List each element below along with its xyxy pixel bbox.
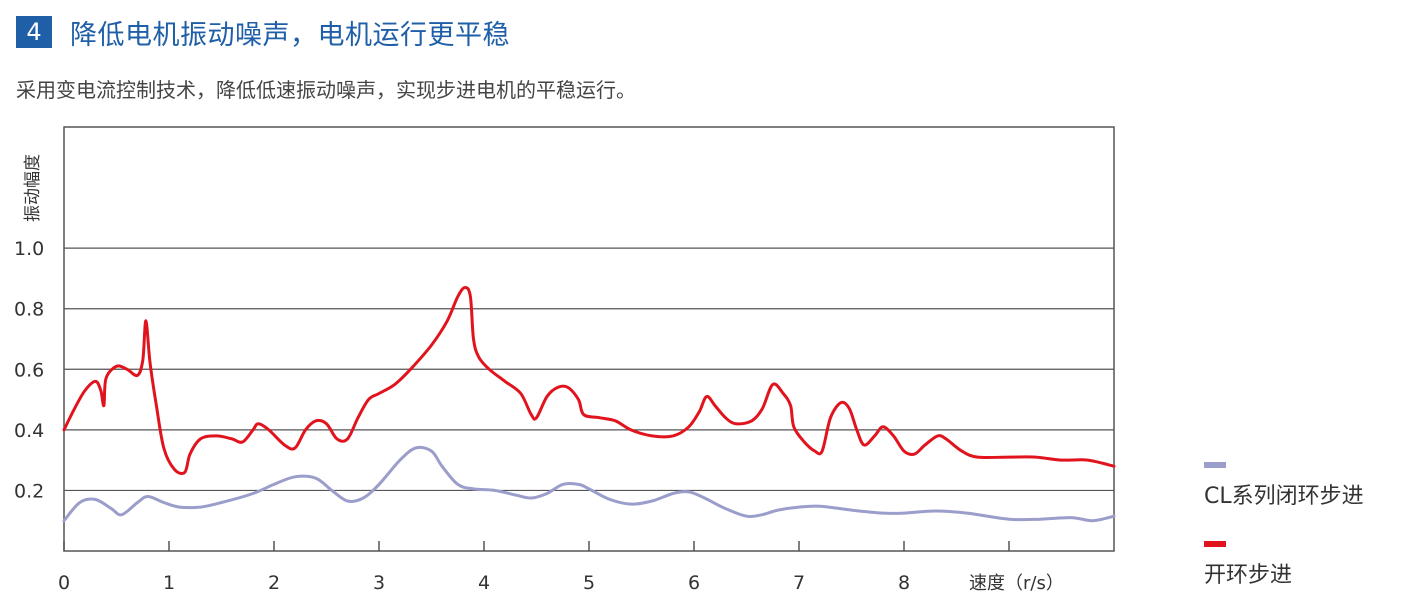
legend-item-closed-loop: CL系列闭环步进: [1204, 462, 1402, 510]
x-tick-label: 3: [373, 572, 385, 594]
x-tick-label: 6: [688, 572, 700, 594]
section-title: 降低电机振动噪声，电机运行更平稳: [70, 19, 510, 51]
legend-label-closed-loop: CL系列闭环步进: [1204, 484, 1364, 509]
legend-label-open-loop: 开环步进: [1204, 563, 1293, 588]
x-tick-label: 5: [583, 572, 595, 594]
y-tick-label: 0.6: [14, 359, 44, 381]
x-axis-title: 速度（r/s）: [969, 573, 1064, 594]
x-tick-label: 4: [478, 572, 490, 594]
y-tick-label: 0.2: [14, 480, 44, 502]
y-tick-label: 0.4: [14, 420, 44, 442]
legend-swatch-open-loop: [1204, 541, 1226, 547]
series-line-closed-loop: [62, 445, 1116, 523]
x-tick-label: 2: [268, 572, 280, 594]
section-subtitle: 采用变电流控制技术，降低低速振动噪声，实现步进电机的平稳运行。: [16, 78, 636, 102]
legend-item-open-loop: 开环步进: [1204, 541, 1402, 589]
section-header: 4 降低电机振动噪声，电机运行更平稳: [16, 14, 510, 51]
x-tick-label: 1: [163, 572, 175, 594]
x-tick-label: 0: [58, 572, 70, 594]
y-tick-label: 0.8: [14, 299, 44, 321]
x-tick-label: 7: [793, 572, 805, 594]
x-tick-label: 8: [898, 572, 910, 594]
legend-swatch-closed-loop: [1204, 462, 1226, 468]
y-tick-label: 1.0: [14, 238, 44, 260]
section-number-badge: 4: [16, 16, 52, 48]
y-axis-title: 振动幅度: [23, 154, 43, 222]
series-line-open-loop: [62, 286, 1116, 475]
